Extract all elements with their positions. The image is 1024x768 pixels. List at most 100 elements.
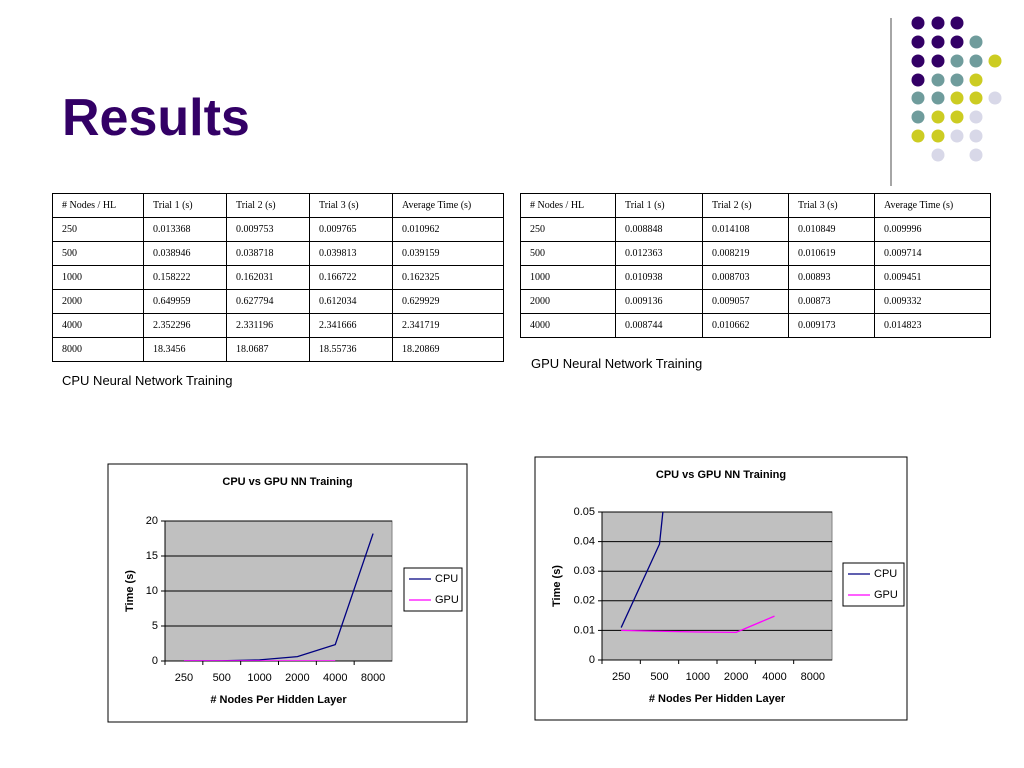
header-row: # Nodes / HL Trial 1 (s) Trial 2 (s) Trial … bbox=[520, 193, 991, 218]
table-cell: 0.649959 bbox=[143, 289, 227, 314]
table-cell: 0.014823 bbox=[874, 313, 991, 338]
table-cell: 18.3456 bbox=[143, 337, 227, 362]
table-row: 250 0.013368 0.009753 0.009765 0.010962 bbox=[52, 217, 504, 242]
table-cell: 250 bbox=[52, 217, 144, 242]
x-tick-label: 1000 bbox=[686, 671, 710, 683]
table-cell: 2000 bbox=[52, 289, 144, 314]
table-cell: 250 bbox=[520, 217, 616, 242]
y-tick-label: 0.03 bbox=[574, 565, 595, 577]
table-cell: 2.341719 bbox=[392, 313, 504, 338]
data-table: # Nodes / HL Trial 1 (s) Trial 2 (s) Trial … bbox=[52, 193, 504, 362]
header-cell: Trial 1 (s) bbox=[143, 193, 227, 218]
table-cell: 0.00873 bbox=[788, 289, 875, 314]
y-tick-label: 15 bbox=[146, 550, 158, 562]
x-tick-label: 8000 bbox=[801, 671, 825, 683]
table-row: 2000 0.009136 0.009057 0.00873 0.009332 bbox=[520, 289, 991, 314]
table-row: 250 0.008848 0.014108 0.010849 0.009996 bbox=[520, 217, 991, 242]
table-caption: CPU Neural Network Training bbox=[62, 373, 233, 388]
decor-dots bbox=[911, 16, 1002, 162]
table-row: 8000 18.3456 18.0687 18.55736 18.20869 bbox=[52, 337, 504, 362]
table-cell: 0.612034 bbox=[309, 289, 393, 314]
legend-label: CPU bbox=[874, 568, 897, 580]
chart-title: CPU vs GPU NN Training bbox=[656, 469, 786, 481]
table-cell: 0.009996 bbox=[874, 217, 991, 242]
table-row: 1000 0.158222 0.162031 0.166722 0.162325 bbox=[52, 265, 504, 290]
table-cell: 1000 bbox=[52, 265, 144, 290]
table-cell: 0.008703 bbox=[702, 265, 789, 290]
plot-area bbox=[601, 511, 833, 661]
x-axis-label: # Nodes Per Hidden Layer bbox=[649, 693, 786, 705]
legend-label: GPU bbox=[435, 594, 459, 606]
x-tick-label: 4000 bbox=[323, 672, 347, 684]
series-line bbox=[620, 512, 664, 628]
y-tick-label: 0.05 bbox=[574, 506, 595, 518]
table-cell: 0.162031 bbox=[226, 265, 310, 290]
header-cell: Trial 2 (s) bbox=[702, 193, 789, 218]
legend-box bbox=[403, 567, 463, 612]
table-cell: 0.009332 bbox=[874, 289, 991, 314]
table-cell: 0.010849 bbox=[788, 217, 875, 242]
data-table: # Nodes / HL Trial 1 (s) Trial 2 (s) Trial … bbox=[520, 193, 991, 338]
table-cell: 0.010662 bbox=[702, 313, 789, 338]
x-tick-label: 2000 bbox=[724, 671, 748, 683]
table-cell: 0.009714 bbox=[874, 241, 991, 266]
table-cell: 0.629929 bbox=[392, 289, 504, 314]
x-tick-label: 2000 bbox=[285, 672, 309, 684]
legend-box bbox=[842, 562, 905, 607]
chart-title: CPU vs GPU NN Training bbox=[222, 476, 352, 488]
table-cell: 0.038718 bbox=[226, 241, 310, 266]
table-cell: 0.009765 bbox=[309, 217, 393, 242]
x-axis-label: # Nodes Per Hidden Layer bbox=[210, 694, 347, 706]
chart: CPU vs GPU NN Training 0 0.01 0.02 0.03 0.04 0… bbox=[534, 456, 908, 721]
x-tick-label: 500 bbox=[213, 672, 231, 684]
x-tick-label: 500 bbox=[650, 671, 668, 683]
table-cell: 0.627794 bbox=[226, 289, 310, 314]
table-cell: 0.010619 bbox=[788, 241, 875, 266]
table-row: 500 0.012363 0.008219 0.010619 0.009714 bbox=[520, 241, 991, 266]
table-cell: 18.0687 bbox=[226, 337, 310, 362]
table-row: 500 0.038946 0.038718 0.039813 0.039159 bbox=[52, 241, 504, 266]
header-cell: # Nodes / HL bbox=[52, 193, 144, 218]
table-cell: 0.013368 bbox=[143, 217, 227, 242]
table-cell: 0.008744 bbox=[615, 313, 703, 338]
legend-label: CPU bbox=[435, 573, 458, 585]
table-cell: 0.162325 bbox=[392, 265, 504, 290]
x-tick-label: 8000 bbox=[361, 672, 385, 684]
table-row: 4000 0.008744 0.010662 0.009173 0.014823 bbox=[520, 313, 991, 338]
table-row: 4000 2.352296 2.331196 2.341666 2.341719 bbox=[52, 313, 504, 338]
table-cell: 0.00893 bbox=[788, 265, 875, 290]
table-cell: 0.158222 bbox=[143, 265, 227, 290]
y-axis-label: Time (s) bbox=[551, 565, 563, 607]
table-cell: 500 bbox=[520, 241, 616, 266]
table-cell: 0.008848 bbox=[615, 217, 703, 242]
table-cell: 0.009136 bbox=[615, 289, 703, 314]
table-cell: 4000 bbox=[52, 313, 144, 338]
series-line bbox=[621, 615, 775, 634]
x-tick-label: 4000 bbox=[762, 671, 786, 683]
table-cell: 0.039813 bbox=[309, 241, 393, 266]
table-caption: GPU Neural Network Training bbox=[531, 356, 703, 371]
table-cell: 0.038946 bbox=[143, 241, 227, 266]
table-cell: 18.55736 bbox=[309, 337, 393, 362]
table-cell: 2.341666 bbox=[309, 313, 393, 338]
table-cell: 2000 bbox=[520, 289, 616, 314]
table-cell: 0.009057 bbox=[702, 289, 789, 314]
table-row: 1000 0.010938 0.008703 0.00893 0.009451 bbox=[520, 265, 991, 290]
table-cell: 2.352296 bbox=[143, 313, 227, 338]
table-cell: 0.012363 bbox=[615, 241, 703, 266]
y-tick-label: 20 bbox=[146, 515, 158, 527]
header-cell: Average Time (s) bbox=[392, 193, 504, 218]
x-tick-label: 1000 bbox=[247, 672, 271, 684]
header-cell: Trial 1 (s) bbox=[615, 193, 703, 218]
table-cell: 1000 bbox=[520, 265, 616, 290]
x-tick-label: 250 bbox=[175, 672, 193, 684]
header-cell: Trial 2 (s) bbox=[226, 193, 310, 218]
table-cell: 18.20869 bbox=[392, 337, 504, 362]
chart: CPU vs GPU NN Training 0 5 10 15 20 250 500 1000… bbox=[107, 463, 468, 723]
header-row: # Nodes / HL Trial 1 (s) Trial 2 (s) Trial … bbox=[52, 193, 504, 218]
y-tick-label: 10 bbox=[146, 585, 158, 597]
y-axis-label: Time (s) bbox=[124, 570, 136, 612]
y-tick-label: 0.01 bbox=[574, 624, 595, 636]
table-cell: 0.009753 bbox=[226, 217, 310, 242]
